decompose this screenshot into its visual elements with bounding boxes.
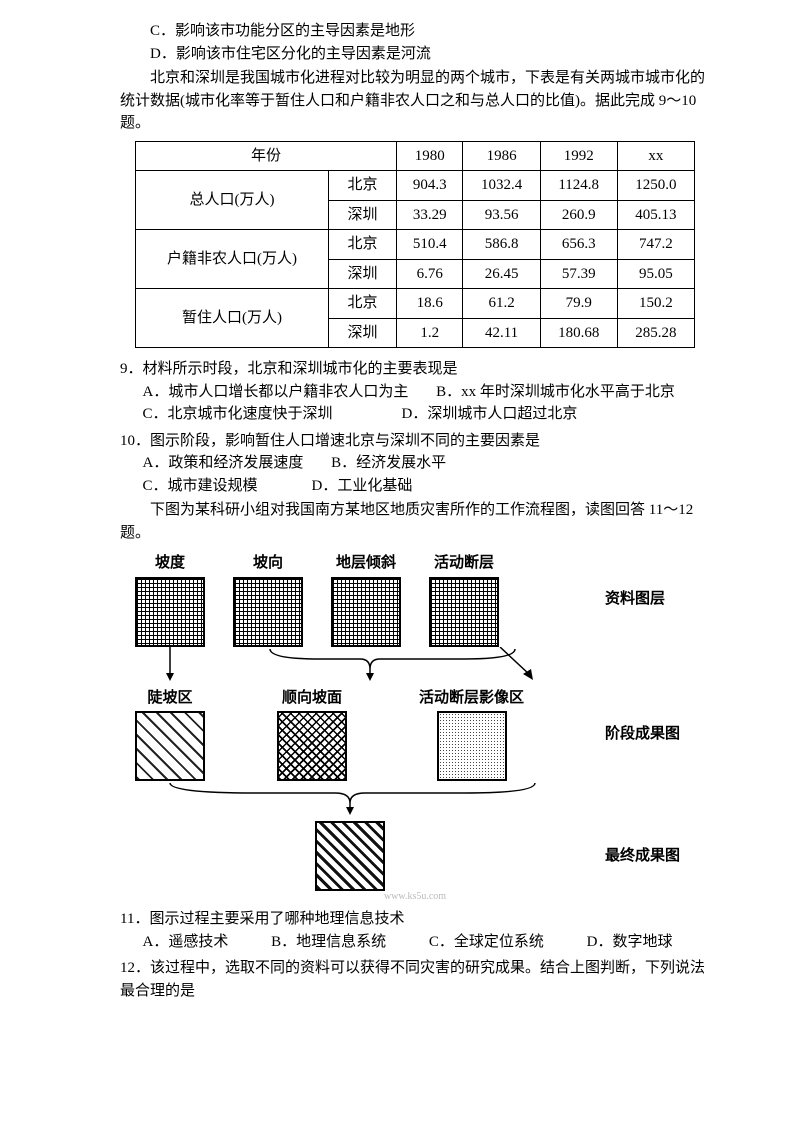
hdr-1980: 1980 xyxy=(397,141,463,171)
lbl-slope: 坡度 xyxy=(155,552,185,575)
tile-fault-img: 活动断层影像区 xyxy=(419,687,524,782)
q10-options-1: A．政策和经济发展速度 B．经济发展水平 xyxy=(120,452,710,475)
cell: 6.76 xyxy=(397,259,463,289)
lbl-aspect: 坡向 xyxy=(253,552,283,575)
q9-options-2: C．北京城市化速度快于深圳 D．深圳城市人口超过北京 xyxy=(120,403,710,426)
lbl-strata: 地层倾斜 xyxy=(336,552,396,575)
pattern-tile xyxy=(315,821,385,891)
q10-c: C．城市建设规模 xyxy=(143,478,258,494)
cell: 150.2 xyxy=(617,289,694,319)
q9-a: A．城市人口增长都以户籍非农人口为主 xyxy=(143,384,409,400)
side-data-layer: 资料图层 xyxy=(605,588,695,611)
cell: 26.45 xyxy=(463,259,540,289)
hdr-year: 年份 xyxy=(136,141,397,171)
cell: 61.2 xyxy=(463,289,540,319)
lbl-fault-img: 活动断层影像区 xyxy=(419,687,524,710)
row-city: 北京 xyxy=(329,230,397,260)
cell: 1124.8 xyxy=(540,171,617,201)
row-city: 深圳 xyxy=(329,259,397,289)
cell: 1032.4 xyxy=(463,171,540,201)
tile-steep: 陡坡区 xyxy=(135,687,205,782)
row-city: 北京 xyxy=(329,171,397,201)
cell: 285.28 xyxy=(617,318,694,348)
lbl-steep: 陡坡区 xyxy=(147,687,192,710)
row-label: 暂住人口(万人) xyxy=(136,289,329,348)
cell: 95.05 xyxy=(617,259,694,289)
cell: 260.9 xyxy=(540,200,617,230)
q11-d: D．数字地球 xyxy=(587,934,673,950)
data-table: 年份 1980 1986 1992 xx 总人口(万人) 北京 904.3 10… xyxy=(135,141,695,349)
q9-options-1: A．城市人口增长都以户籍非农人口为主 B．xx 年时深圳城市化水平高于北京 xyxy=(120,381,710,404)
tile-slope: 坡度 xyxy=(135,552,205,647)
row-label: 总人口(万人) xyxy=(136,171,329,230)
cell: 405.13 xyxy=(617,200,694,230)
q10-b: B．经济发展水平 xyxy=(331,455,446,471)
tile-dip: 顺向坡面 xyxy=(277,687,347,782)
cell: 1.2 xyxy=(397,318,463,348)
q11-c: C．全球定位系统 xyxy=(429,934,544,950)
cell: 510.4 xyxy=(397,230,463,260)
hdr-1986: 1986 xyxy=(463,141,540,171)
q11-b: B．地理信息系统 xyxy=(271,934,386,950)
workflow-diagram: 坡度 坡向 地层倾斜 活动断层 资料图层 xyxy=(135,552,695,904)
table-row: 户籍非农人口(万人) 北京 510.4 586.8 656.3 747.2 xyxy=(136,230,695,260)
tile-fault: 活动断层 xyxy=(429,552,499,647)
side-final: 最终成果图 xyxy=(605,845,695,868)
cell: 42.11 xyxy=(463,318,540,348)
table-header: 年份 1980 1986 1992 xx xyxy=(136,141,695,171)
pattern-tile xyxy=(135,577,205,647)
lbl-fault: 活动断层 xyxy=(434,552,494,575)
q11-stem: 11．图示过程主要采用了哪种地理信息技术 xyxy=(120,908,710,931)
pattern-tile xyxy=(233,577,303,647)
q11-options: A．遥感技术 B．地理信息系统 C．全球定位系统 D．数字地球 xyxy=(120,931,710,954)
pattern-tile xyxy=(429,577,499,647)
cell: 18.6 xyxy=(397,289,463,319)
lbl-dip: 顺向坡面 xyxy=(282,687,342,710)
row-label: 户籍非农人口(万人) xyxy=(136,230,329,289)
cell: 93.56 xyxy=(463,200,540,230)
q10-d: D．工业化基础 xyxy=(312,478,413,494)
watermark: www.ks5u.com xyxy=(135,889,695,904)
q10-a: A．政策和经济发展速度 xyxy=(143,455,304,471)
side-stage: 阶段成果图 xyxy=(605,723,695,746)
brace-row-1 xyxy=(135,647,695,687)
cell: 33.29 xyxy=(397,200,463,230)
tile-strata: 地层倾斜 xyxy=(331,552,401,647)
row-city: 北京 xyxy=(329,289,397,319)
cell: 79.9 xyxy=(540,289,617,319)
row-city: 深圳 xyxy=(329,200,397,230)
q10-stem: 10．图示阶段，影响暂住人口增速北京与深圳不同的主要因素是 xyxy=(120,430,710,453)
table-row: 暂住人口(万人) 北京 18.6 61.2 79.9 150.2 xyxy=(136,289,695,319)
row-city: 深圳 xyxy=(329,318,397,348)
q10-options-2: C．城市建设规模 D．工业化基础 xyxy=(120,475,710,498)
q9-c: C．北京城市化速度快于深圳 xyxy=(143,406,333,422)
cell: 656.3 xyxy=(540,230,617,260)
q12-stem: 12．该过程中，选取不同的资料可以获得不同灾害的研究成果。结合上图判断，下列说法… xyxy=(120,957,710,1002)
hdr-1992: 1992 xyxy=(540,141,617,171)
brace-row-2 xyxy=(135,781,695,821)
q9-d: D．深圳城市人口超过北京 xyxy=(402,406,578,422)
q9-stem: 9．材料所示时段，北京和深圳城市化的主要表现是 xyxy=(120,358,710,381)
cell: 747.2 xyxy=(617,230,694,260)
pre-option-d: D．影响该市住宅区分化的主导因素是河流 xyxy=(120,43,710,66)
cell: 1250.0 xyxy=(617,171,694,201)
pattern-tile xyxy=(437,711,507,781)
intro-9-10: 北京和深圳是我国城市化进程对比较为明显的两个城市，下表是有关两城市城市化的统计数… xyxy=(120,67,710,135)
cell: 180.68 xyxy=(540,318,617,348)
pattern-tile xyxy=(135,711,205,781)
q9-b: B．xx 年时深圳城市化水平高于北京 xyxy=(436,384,675,400)
intro-11-12: 下图为某科研小组对我国南方某地区地质灾害所作的工作流程图，读图回答 11～12 … xyxy=(120,499,710,544)
pattern-tile xyxy=(277,711,347,781)
cell: 904.3 xyxy=(397,171,463,201)
cell: 57.39 xyxy=(540,259,617,289)
pattern-tile xyxy=(331,577,401,647)
table-row: 总人口(万人) 北京 904.3 1032.4 1124.8 1250.0 xyxy=(136,171,695,201)
tile-final xyxy=(315,821,385,891)
hdr-xx: xx xyxy=(617,141,694,171)
q11-a: A．遥感技术 xyxy=(143,934,229,950)
pre-option-c: C．影响该市功能分区的主导因素是地形 xyxy=(120,20,710,43)
cell: 586.8 xyxy=(463,230,540,260)
tile-aspect: 坡向 xyxy=(233,552,303,647)
